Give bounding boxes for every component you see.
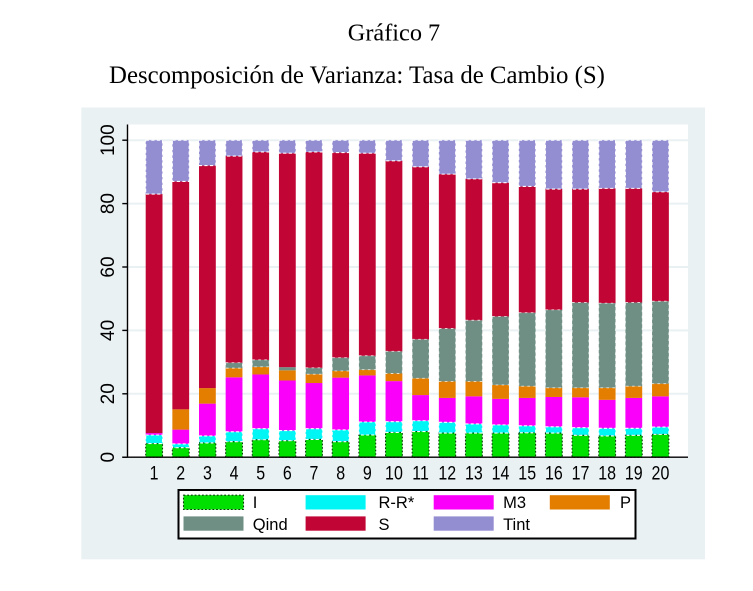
svg-text:M3: M3 xyxy=(503,494,526,512)
svg-text:6: 6 xyxy=(283,462,292,484)
svg-text:0: 0 xyxy=(98,452,119,463)
svg-text:8: 8 xyxy=(336,462,345,484)
svg-text:16: 16 xyxy=(545,462,563,484)
svg-text:Qind: Qind xyxy=(253,516,288,534)
svg-text:Gráfico 7: Gráfico 7 xyxy=(348,20,440,47)
svg-text:80: 80 xyxy=(98,193,119,214)
svg-text:4: 4 xyxy=(230,462,239,484)
svg-text:60: 60 xyxy=(98,256,119,277)
svg-text:18: 18 xyxy=(598,462,616,484)
svg-text:17: 17 xyxy=(572,462,590,484)
svg-text:I: I xyxy=(253,494,258,512)
svg-text:12: 12 xyxy=(438,462,456,484)
svg-text:10: 10 xyxy=(385,462,403,484)
svg-text:5: 5 xyxy=(256,462,265,484)
svg-text:100: 100 xyxy=(98,124,119,156)
svg-text:14: 14 xyxy=(492,462,510,484)
svg-text:3: 3 xyxy=(203,462,212,484)
svg-text:P: P xyxy=(620,494,631,512)
svg-text:R-R*: R-R* xyxy=(379,494,415,512)
svg-text:2: 2 xyxy=(176,462,185,484)
svg-text:13: 13 xyxy=(465,462,483,484)
svg-text:40: 40 xyxy=(98,320,119,341)
svg-text:19: 19 xyxy=(625,462,643,484)
svg-text:20: 20 xyxy=(652,462,670,484)
svg-text:11: 11 xyxy=(412,462,429,484)
svg-text:9: 9 xyxy=(363,462,372,484)
svg-text:7: 7 xyxy=(310,462,319,484)
svg-text:Descomposición de Varianza: Ta: Descomposición de Varianza: Tasa de Camb… xyxy=(109,62,605,89)
svg-text:20: 20 xyxy=(98,383,119,404)
svg-text:S: S xyxy=(379,516,390,534)
svg-text:15: 15 xyxy=(518,462,536,484)
svg-text:1: 1 xyxy=(150,462,159,484)
svg-text:Tint: Tint xyxy=(503,516,530,534)
